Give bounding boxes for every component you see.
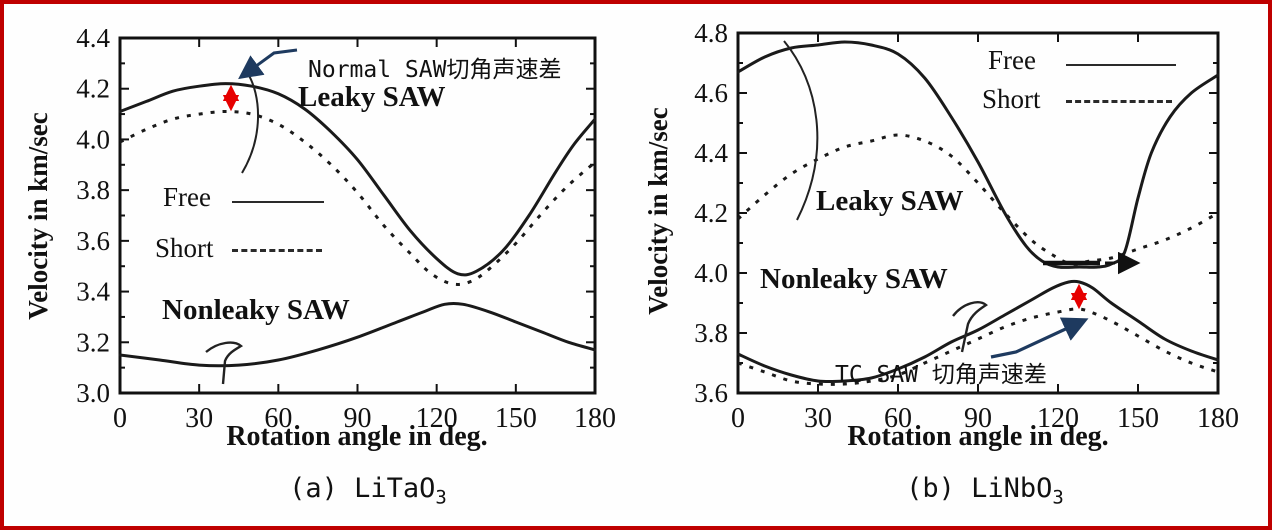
x-axis-label-b: Rotation angle in deg. [847,421,1109,452]
legend-a-free-label: Free [163,182,211,212]
curve-b-leaky-saw-free- [736,40,1220,269]
legend-a-short-label: Short [155,233,214,263]
curve-a-nonleaky-saw-free- [118,301,597,368]
leaky-saw-label-a: Leaky SAW [298,81,446,113]
y-tick-label-b: 4.2 [694,198,728,228]
x-tick-label-a: 30 [185,403,213,434]
caption-a-text: (a) LiTaO [289,473,436,504]
x-tick-label-b: 60 [884,403,912,434]
y-tick-label-a: 4.2 [76,74,110,104]
y-tick-label-a: 3.6 [76,226,110,256]
x-tick-label-b: 90 [964,403,992,434]
x-tick-label-b: 120 [1037,403,1079,434]
leaky-bracket-b [783,40,819,221]
legend-b-free-line [1066,64,1176,66]
legend-b-short-line [1066,100,1172,103]
legend-b-free-label: Free [988,45,1036,75]
x-tick-label-a: 60 [264,403,292,434]
nonleaky-saw-label-b: Nonleaky SAW [760,263,948,295]
pointer-arrow-a [238,48,298,80]
curve-b-nonleaky-saw-short- [737,307,1219,386]
nonleaky-saw-label-a: Nonleaky SAW [162,294,350,326]
x-tick-label-a: 0 [113,403,127,434]
caption-b-text: (b) LiNbO [906,473,1053,504]
x-tick-label-a: 90 [344,403,372,434]
curve-b-nonleaky-saw-free- [736,279,1220,384]
caption-b-sub: 3 [1052,486,1064,509]
legend-b-short-label: Short [982,84,1041,114]
curve-a-leaky-saw-free- [118,82,597,277]
y-axis-label-b: Velocity in km/sec [643,107,673,315]
leaky-bracket-a [241,71,260,174]
curve-b-leaky-saw-short- [736,133,1219,266]
caption-a: (a) LiTaO3 [168,473,568,508]
y-tick-label-b: 4.4 [694,138,728,168]
x-tick-label-a: 180 [574,403,616,434]
nonleaky-hook-a [205,341,244,385]
x-tick-label-b: 180 [1197,403,1239,434]
legend-a-free-line [232,201,324,203]
y-tick-label-a: 3.2 [76,327,110,357]
y-tick-label-a: 3.8 [76,175,110,205]
leaky-saw-label-b: Leaky SAW [816,185,964,217]
x-tick-label-a: 120 [416,403,458,434]
nonleaky-hook-b [952,301,988,353]
annotation-a: Normal SAW切角声速差 [308,57,562,83]
caption-b: (b) LiNbO3 [785,473,1185,508]
x-axis-label-a: Rotation angle in deg. [226,421,488,452]
y-axis-label-a: Velocity in km/sec [23,112,53,320]
y-tick-label-a: 3.0 [76,378,110,408]
y-tick-label-a: 3.4 [76,277,110,307]
y-tick-label-b: 4.6 [694,78,728,108]
y-tick-label-b: 4.0 [694,258,728,288]
pointer-arrow-b [990,317,1089,359]
x-tick-label-b: 150 [1117,403,1159,434]
x-tick-label-b: 30 [804,403,832,434]
y-tick-label-b: 4.8 [694,18,728,48]
y-tick-label-b: 3.6 [694,378,728,408]
caption-a-sub: 3 [435,486,447,509]
y-tick-label-b: 3.8 [694,318,728,348]
x-tick-label-b: 0 [731,403,745,434]
plots-layer: 0 30 60 90 120 150 180 3.0 3.2 3.4 3.6 3.8 4.0 4.2 4.4… [76,18,1239,434]
y-tick-label-a: 4.4 [76,23,110,53]
legend-a-short-line [232,249,322,252]
annotation-b: TC SAW 切角声速差 [835,362,1047,388]
curve-a-leaky-saw-short- [119,109,596,286]
x-tick-label-a: 150 [495,403,537,434]
y-tick-label-a: 4.0 [76,124,110,154]
